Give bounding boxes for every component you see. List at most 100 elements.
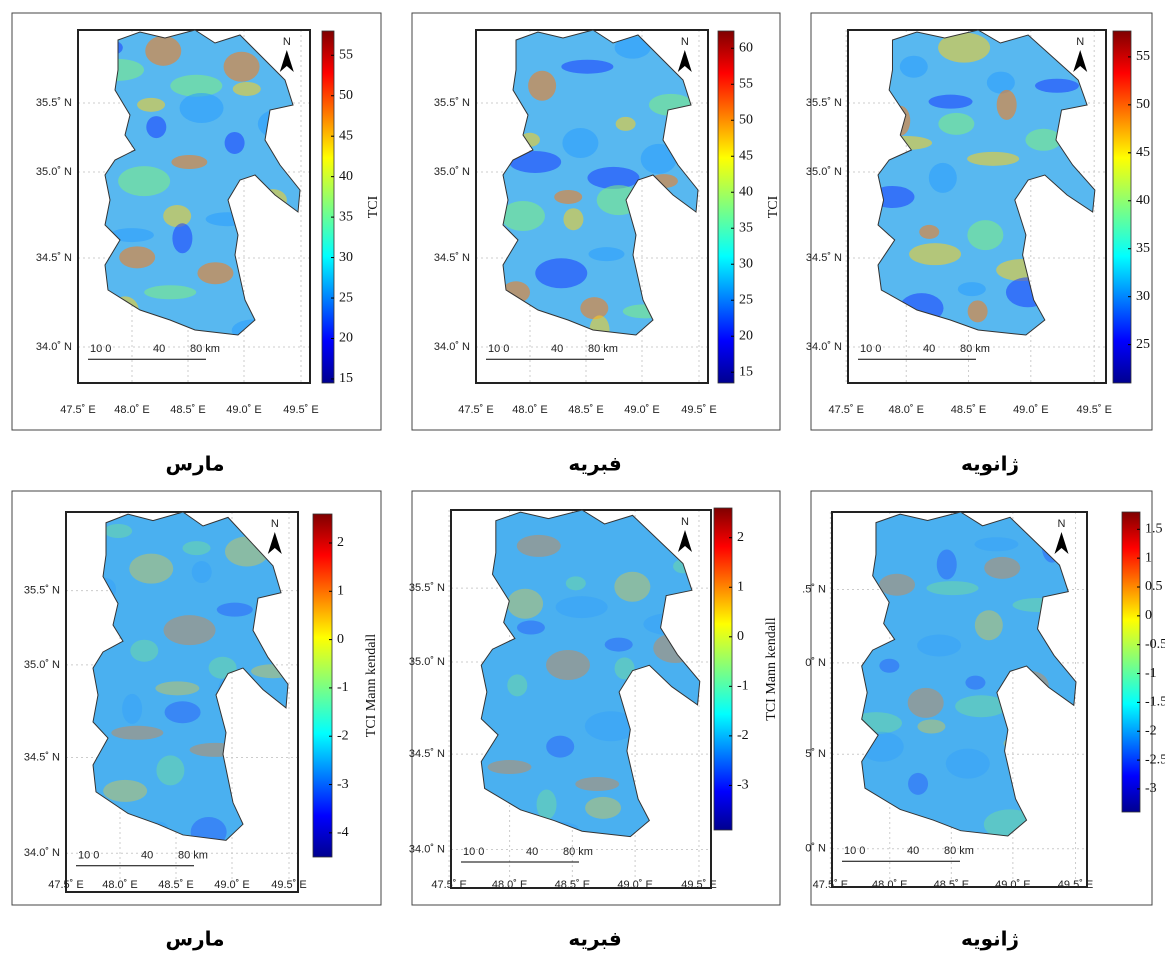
scale-label: 80 km xyxy=(960,343,990,355)
lon-label: 48.5˚ E xyxy=(555,879,590,891)
texture-blob xyxy=(928,94,973,109)
texture-blob xyxy=(580,297,609,320)
texture-blob xyxy=(917,719,946,734)
texture-blob xyxy=(163,615,216,646)
texture-blob xyxy=(536,789,557,820)
texture-blob xyxy=(129,553,174,584)
lon-label: 47.5˚ E xyxy=(813,879,848,891)
map-panel: N 10 0 40 80 km 35.5˚ N 35.0˚ N 34.5˚ N 34.0˚ N… xyxy=(411,12,781,431)
colorbar-tick-label: -0.5 xyxy=(1145,637,1165,652)
texture-blob xyxy=(155,681,200,696)
lat-label: 35.0˚ N xyxy=(24,659,60,671)
colorbar-label: TCI Mann kendall xyxy=(764,617,779,721)
colorbar-tick-label: -3 xyxy=(1145,781,1157,796)
colorbar-tick-label: 30 xyxy=(739,256,753,271)
lat-label: 0˚ N xyxy=(805,657,826,669)
texture-blob xyxy=(179,93,224,124)
scale-label: 80 km xyxy=(944,845,974,857)
lon-label: 49.5˚ E xyxy=(271,879,306,891)
scale-label: 40 xyxy=(141,850,153,862)
colorbar xyxy=(321,30,335,384)
texture-blob xyxy=(546,735,575,758)
scale-label: 10 0 xyxy=(90,343,111,355)
texture-blob xyxy=(879,573,916,596)
texture-blob xyxy=(216,602,253,617)
texture-blob xyxy=(614,571,651,602)
texture-blob xyxy=(919,224,940,239)
texture-blob xyxy=(575,777,620,792)
colorbar-tick-label: 50 xyxy=(339,88,353,103)
texture-blob xyxy=(936,549,957,580)
lon-label: 49.0˚ E xyxy=(995,879,1030,891)
lon-label: 47.5˚ E xyxy=(828,404,863,416)
colorbar-tick-label: -1.5 xyxy=(1145,695,1165,710)
texture-blob xyxy=(945,748,990,779)
texture-blob xyxy=(907,687,944,718)
colorbar-tick-label: -2 xyxy=(737,728,749,743)
scale-label: 10 0 xyxy=(860,343,881,355)
colorbar-tick-label: -4 xyxy=(337,825,349,840)
region-outline xyxy=(502,29,699,336)
texture-blob xyxy=(170,74,223,97)
colorbar-tick-label: 50 xyxy=(1136,97,1150,112)
texture-blob xyxy=(614,36,651,59)
colorbar-tick-label: -1 xyxy=(1145,666,1157,681)
colorbar xyxy=(1112,30,1132,384)
texture-blob xyxy=(996,89,1017,120)
lat-label: 34.0˚ N xyxy=(806,341,842,353)
colorbar-tick-label: -1 xyxy=(337,680,349,695)
colorbar-tick-label: 20 xyxy=(339,331,353,346)
lon-label: 48.0˚ E xyxy=(889,404,924,416)
lon-label: 48.5˚ E xyxy=(568,404,603,416)
lon-label: 49.5˚ E xyxy=(681,404,716,416)
texture-blob xyxy=(588,247,625,262)
lat-label: 35.5˚ N xyxy=(434,97,470,109)
lat-label: 34.5˚ N xyxy=(806,252,842,264)
texture-blob xyxy=(1034,78,1079,93)
scale-label: 40 xyxy=(907,845,919,857)
colorbar-tick-label: -1 xyxy=(737,679,749,694)
scale-label: 80 km xyxy=(563,846,593,858)
colorbar-tick-label: 1 xyxy=(1145,550,1152,565)
texture-blob xyxy=(487,760,532,775)
lat-label: 34.0˚ N xyxy=(434,341,470,353)
lon-label: 49.0˚ E xyxy=(624,404,659,416)
lat-label: 34.5˚ N xyxy=(36,252,72,264)
colorbar-tick-label: 55 xyxy=(739,76,753,91)
colorbar-tick-label: -2 xyxy=(1145,723,1157,738)
colorbar-tick-label: 2 xyxy=(737,530,744,545)
texture-blob xyxy=(928,162,957,193)
scale-label: 40 xyxy=(526,846,538,858)
north-arrow xyxy=(267,532,282,554)
scale-label: 10 0 xyxy=(488,343,509,355)
texture-blob xyxy=(145,35,182,66)
north-label: N xyxy=(271,518,279,530)
lon-label: 49.0˚ E xyxy=(1013,404,1048,416)
texture-blob xyxy=(111,725,164,740)
texture-blob xyxy=(118,166,171,197)
north-arrow xyxy=(678,530,692,552)
texture-blob xyxy=(146,116,167,139)
colorbar-tick-label: -3 xyxy=(737,778,749,793)
colorbar-tick-label: 40 xyxy=(739,184,753,199)
lon-label: 47.5˚ E xyxy=(60,404,95,416)
texture-blob xyxy=(109,228,154,243)
colorbar-tick-label: 0 xyxy=(737,629,744,644)
texture-blob xyxy=(163,205,192,228)
lat-label: 35.5˚ N xyxy=(24,584,60,596)
scale-label: 10 0 xyxy=(78,850,99,862)
texture-blob xyxy=(561,59,614,74)
lat-label: 0˚ N xyxy=(805,843,826,855)
lon-label: 49.5˚ E xyxy=(681,879,716,891)
north-label: N xyxy=(681,36,689,48)
north-label: N xyxy=(681,516,689,528)
lon-label: 49.5˚ E xyxy=(283,404,318,416)
region-outline xyxy=(861,511,1077,837)
map-panel: N 10 0 40 80 km 35.5˚ N 35.0˚ N 34.5˚ N 34.0˚ N… xyxy=(409,490,781,906)
lon-label: 48.5˚ E xyxy=(158,879,193,891)
texture-blob xyxy=(562,127,599,158)
texture-blob xyxy=(584,711,637,742)
colorbar-tick-label: 0.5 xyxy=(1145,579,1163,594)
panel-caption: فبریه xyxy=(568,927,621,951)
lon-label: 48.0˚ E xyxy=(102,879,137,891)
